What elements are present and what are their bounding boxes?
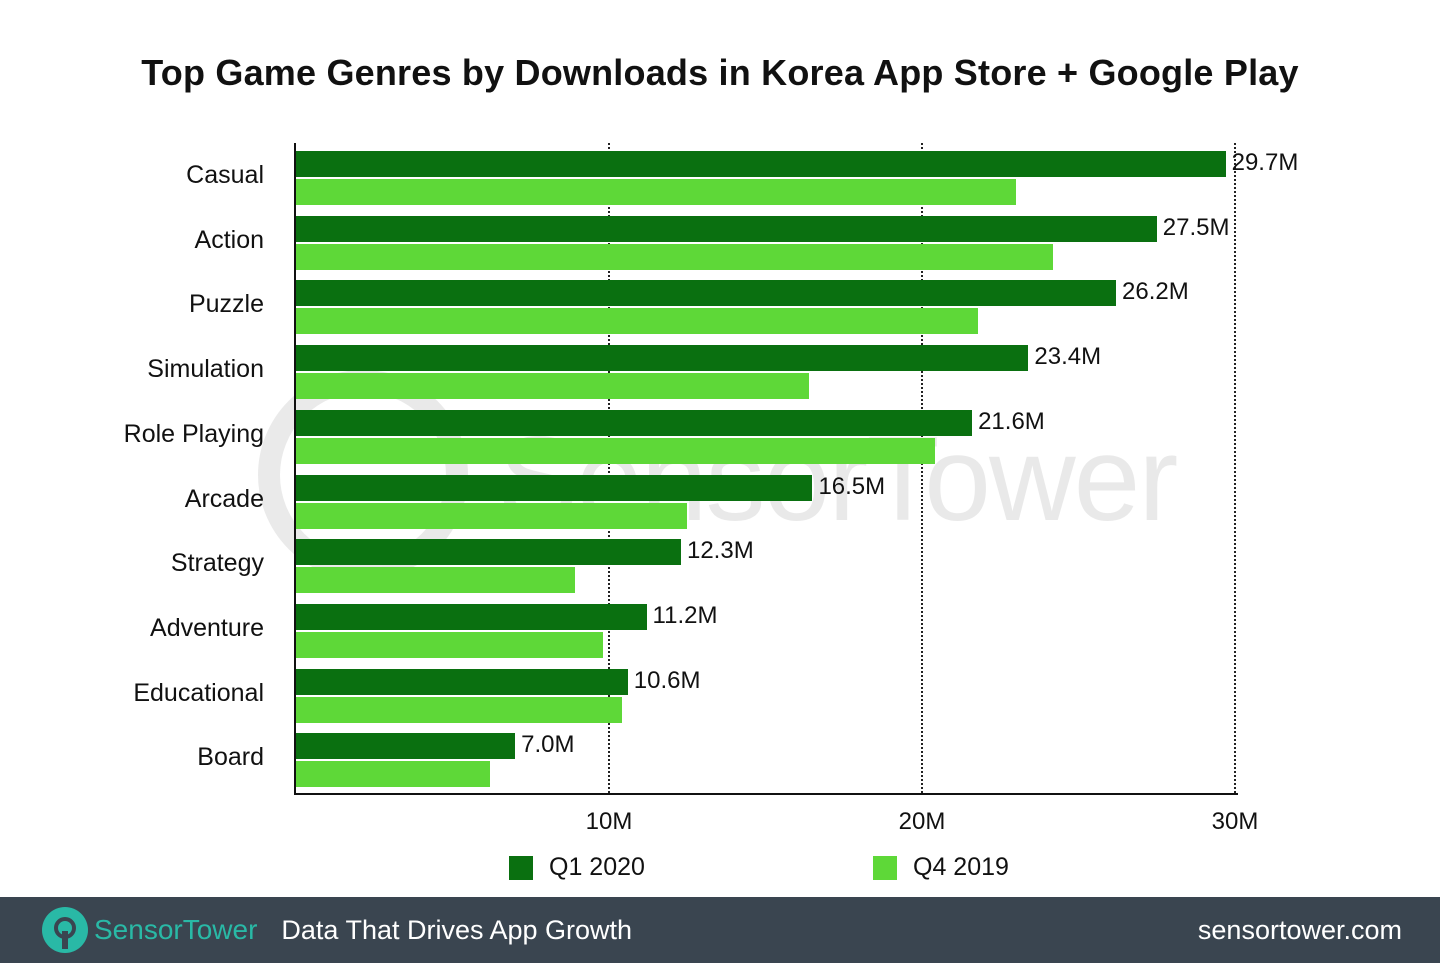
legend-q1-2020: Q1 2020 [509,853,645,882]
gridline-20m [921,143,923,793]
legend-q4-2019: Q4 2019 [873,853,1009,882]
x-tick-30m: 30M [1211,808,1259,835]
category-label: Board [197,743,264,772]
bar-q4-2019 [296,502,688,529]
bar-q4-2019 [296,761,491,788]
category-label: Arcade [184,484,264,513]
category-label: Simulation [147,355,264,384]
x-axis [294,793,1238,795]
category-label: Role Playing [123,419,264,448]
legend-swatch-q1 [509,855,533,880]
bar-q4-2019 [296,373,810,400]
bar-q1-2020 [296,474,813,501]
bar-q1-2020 [296,668,628,695]
value-label: 16.5M [818,472,886,500]
value-label: 11.2M [652,601,718,629]
footer-tagline: Data That Drives App Growth [281,914,633,945]
gridline-30m [1234,143,1236,793]
category-label: Casual [186,161,264,189]
legend-label-q1: Q1 2020 [549,853,645,881]
value-label: 10.6M [633,666,701,694]
sensortower-logo-icon [42,907,88,953]
value-label: 7.0M [521,731,575,759]
category-label: Strategy [170,549,264,578]
value-label: 26.2M [1122,278,1189,306]
x-tick-20m: 20M [898,808,946,835]
bar-q4-2019 [296,243,1054,270]
bar-q1-2020 [296,215,1157,242]
category-label: Action [194,225,264,254]
category-label: Puzzle [188,290,264,319]
legend-swatch-q4 [873,855,897,880]
bar-q1-2020 [296,603,647,630]
bar-q1-2020 [296,733,516,760]
value-label: 29.7M [1231,149,1299,176]
footer-site: sensortower.com [1197,914,1402,945]
category-label: Educational [133,678,264,707]
bar-q4-2019 [296,567,575,594]
category-label: Adventure [150,613,264,642]
bar-q4-2019 [296,696,622,723]
bar-q1-2020 [296,409,973,436]
gridline-10m [608,143,610,793]
bar-q4-2019 [296,179,1016,205]
bar-q1-2020 [296,539,681,566]
value-label: 21.6M [978,407,1045,435]
x-tick-10m: 10M [585,808,633,835]
chart-title: Top Game Genres by Downloads in Korea Ap… [141,52,1299,93]
footer-brand: SensorTower [94,914,258,945]
footer-bar: SensorTower Data That Drives App Growth … [0,897,1440,963]
bar-q1-2020 [296,280,1117,307]
bar-q4-2019 [296,631,603,658]
value-label: 23.4M [1034,343,1102,371]
value-label: 27.5M [1162,213,1230,241]
legend-label-q4: Q4 2019 [913,853,1009,881]
value-label: 12.3M [686,537,754,565]
bar-q1-2020 [296,345,1029,372]
y-axis [294,143,296,795]
bar-q4-2019 [296,437,935,464]
footer-logo: SensorTower [42,907,257,953]
bar-q4-2019 [296,308,979,335]
bar-q1-2020 [296,151,1226,177]
